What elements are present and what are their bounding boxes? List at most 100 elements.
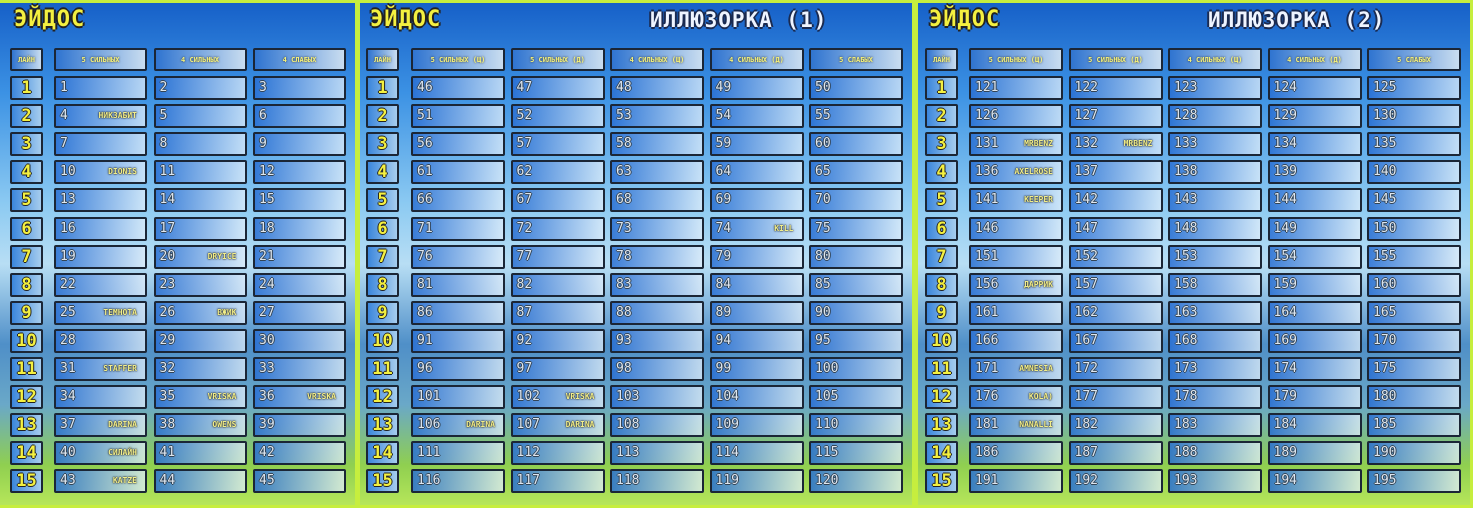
slot-cell: 18 — [253, 216, 346, 241]
lane-number: 8 — [366, 272, 399, 297]
player-name: ТЕМНОТА — [103, 307, 137, 317]
slot-number: 90 — [815, 304, 831, 320]
slot-number: 101 — [417, 389, 441, 405]
slot-cell: 4 НИКЗАБИТ — [54, 104, 147, 129]
slot-cell: 75 — [809, 216, 903, 241]
slot-cell: 180 — [1367, 385, 1461, 410]
panel-subtitle: ИЛЛЮЗОРКА (1) — [650, 8, 828, 32]
slot-number: 115 — [815, 445, 839, 461]
lane-number: 5 — [925, 188, 958, 213]
slot-number: 14 — [159, 192, 176, 208]
lane-number: 9 — [10, 300, 43, 325]
lane-number: 1 — [366, 76, 399, 100]
column-header: 5 СИЛЬНЫХ (Д) — [510, 48, 605, 71]
slot-number: 56 — [417, 136, 433, 152]
column-header: 4 СИЛЬНЫХ (Щ) — [1168, 48, 1262, 71]
slot-cell: 142 — [1068, 188, 1163, 213]
slot-cell: 50 — [809, 76, 903, 100]
column-header: 4 СЛАБЫХ — [253, 48, 346, 71]
slot-number: 70 — [815, 192, 831, 208]
slot-number: 147 — [1074, 220, 1098, 236]
slot-number: 185 — [1373, 417, 1397, 433]
slot-number: 19 — [60, 248, 76, 264]
slot-cell: 34 — [54, 385, 147, 410]
slot-number: 4 — [60, 108, 68, 124]
slot-number: 87 — [516, 304, 533, 320]
slot-cell: 3 — [253, 76, 346, 100]
slot-cell: 82 — [510, 272, 605, 297]
column-header: 4 СИЛЬНЫХ (Д) — [1267, 48, 1362, 71]
slot-cell: 77 — [510, 244, 605, 269]
slot-cell: 188 — [1168, 441, 1262, 466]
column-header: 5 СИЛЬНЫХ (Д) — [1068, 48, 1163, 71]
slot-number: 130 — [1373, 108, 1397, 124]
lane-number: 3 — [10, 132, 43, 157]
slot-cell: 183 — [1168, 413, 1262, 438]
slot-number: 59 — [715, 136, 732, 152]
slot-cell: 108 — [610, 413, 704, 438]
slot-cell: 63 — [610, 160, 704, 185]
lane-number: 4 — [10, 160, 43, 185]
slot-number: 121 — [975, 80, 999, 95]
slot-cell: 51 — [411, 104, 505, 129]
player-name: DARINA — [466, 420, 495, 430]
slot-number: 108 — [616, 417, 640, 433]
slot-number: 43 — [60, 473, 76, 489]
slot-number: 134 — [1273, 136, 1297, 152]
slot-number: 157 — [1074, 276, 1098, 292]
lane-number: 6 — [925, 216, 958, 241]
slot-number: 114 — [715, 445, 739, 461]
slot-number: 145 — [1373, 192, 1397, 208]
lane-number: 12 — [366, 385, 399, 410]
slot-number: 117 — [516, 473, 540, 489]
slot-number: 178 — [1174, 389, 1198, 405]
slot-number: 47 — [516, 80, 533, 95]
slot-cell: 117 — [510, 469, 605, 494]
slot-cell: 74 KILL — [709, 216, 804, 241]
slot-number: 141 — [975, 192, 999, 208]
slot-number: 62 — [516, 164, 533, 180]
column-header: ЛАЙН — [366, 48, 399, 71]
slot-cell: 64 — [709, 160, 804, 185]
player-name: KEEPER — [1024, 195, 1053, 205]
slot-number: 195 — [1373, 473, 1397, 489]
slot-cell: 187 — [1068, 441, 1163, 466]
slot-cell: 79 — [709, 244, 804, 269]
slot-cell: 147 — [1068, 216, 1163, 241]
slot-cell: 66 — [411, 188, 505, 213]
slot-number: 105 — [815, 389, 839, 405]
slot-number: 94 — [715, 332, 732, 348]
slot-number: 72 — [516, 220, 533, 236]
panel-title: ЭЙДОС — [370, 7, 442, 32]
slot-cell: 38 OWENS — [153, 413, 247, 438]
lane-number: 11 — [366, 357, 399, 381]
lane-number: 2 — [925, 104, 958, 129]
slot-number: 32 — [159, 361, 176, 376]
lane-number: 1 — [10, 76, 43, 100]
slot-cell: 118 — [610, 469, 704, 494]
slot-cell: 17 — [153, 216, 247, 241]
slot-cell: 162 — [1068, 300, 1163, 325]
slot-cell: 175 — [1367, 357, 1461, 381]
slot-cell: 68 — [610, 188, 704, 213]
slot-cell: 80 — [809, 244, 903, 269]
lane-number: 9 — [925, 300, 958, 325]
lane-number: 14 — [366, 441, 399, 466]
slot-cell: 52 — [510, 104, 605, 129]
slot-cell: 36 VRISKA — [253, 385, 346, 410]
lane-number: 2 — [10, 104, 43, 129]
slot-number: 169 — [1273, 332, 1297, 348]
panel: ЭЙДОС ИЛЛЮЗОРКА (2) ЛАЙН 5 СИЛЬНЫХ (Щ) 5 СИЛ… — [918, 3, 1470, 505]
slot-cell: 47 — [510, 76, 605, 100]
slot-number: 104 — [715, 389, 739, 405]
slot-number: 23 — [159, 276, 176, 292]
slot-number: 179 — [1273, 389, 1297, 405]
slot-cell: 145 — [1367, 188, 1461, 213]
slot-cell: 67 — [510, 188, 605, 213]
slot-cell: 69 — [709, 188, 804, 213]
slot-cell: 126 — [969, 104, 1063, 129]
slot-cell: 135 — [1367, 132, 1461, 157]
lane-number: 15 — [925, 469, 958, 494]
slot-cell: 140 — [1367, 160, 1461, 185]
lane-number: 4 — [366, 160, 399, 185]
